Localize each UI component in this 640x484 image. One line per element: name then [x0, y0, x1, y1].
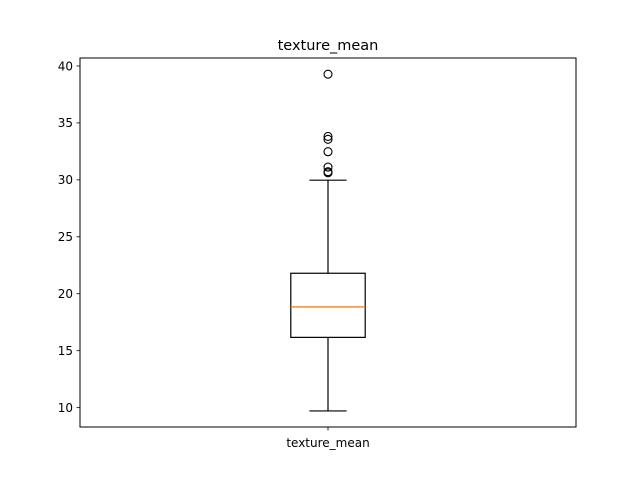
- y-tick-label: 35: [58, 116, 73, 130]
- chart-title: texture_mean: [278, 38, 379, 54]
- iqr-box: [290, 272, 366, 338]
- outlier-point: [323, 69, 333, 79]
- y-tick-label: 10: [58, 401, 73, 415]
- outlier-point: [323, 131, 333, 142]
- y-tick-label: 25: [58, 230, 73, 244]
- axes-frame: [79, 57, 577, 428]
- y-tick-label: 20: [58, 287, 73, 301]
- plot-area: 10 15 20 25 30 35 40 texture_mean: [58, 57, 577, 450]
- outlier-point: [323, 147, 333, 157]
- y-tick-label: 30: [58, 173, 73, 187]
- outlier-point: [323, 134, 333, 144]
- x-tick-label: texture_mean: [286, 436, 369, 450]
- y-tick-label: 15: [58, 344, 73, 358]
- outlier-point: [323, 162, 333, 172]
- outlier-point: [323, 168, 333, 178]
- y-tick-label: 40: [58, 59, 73, 73]
